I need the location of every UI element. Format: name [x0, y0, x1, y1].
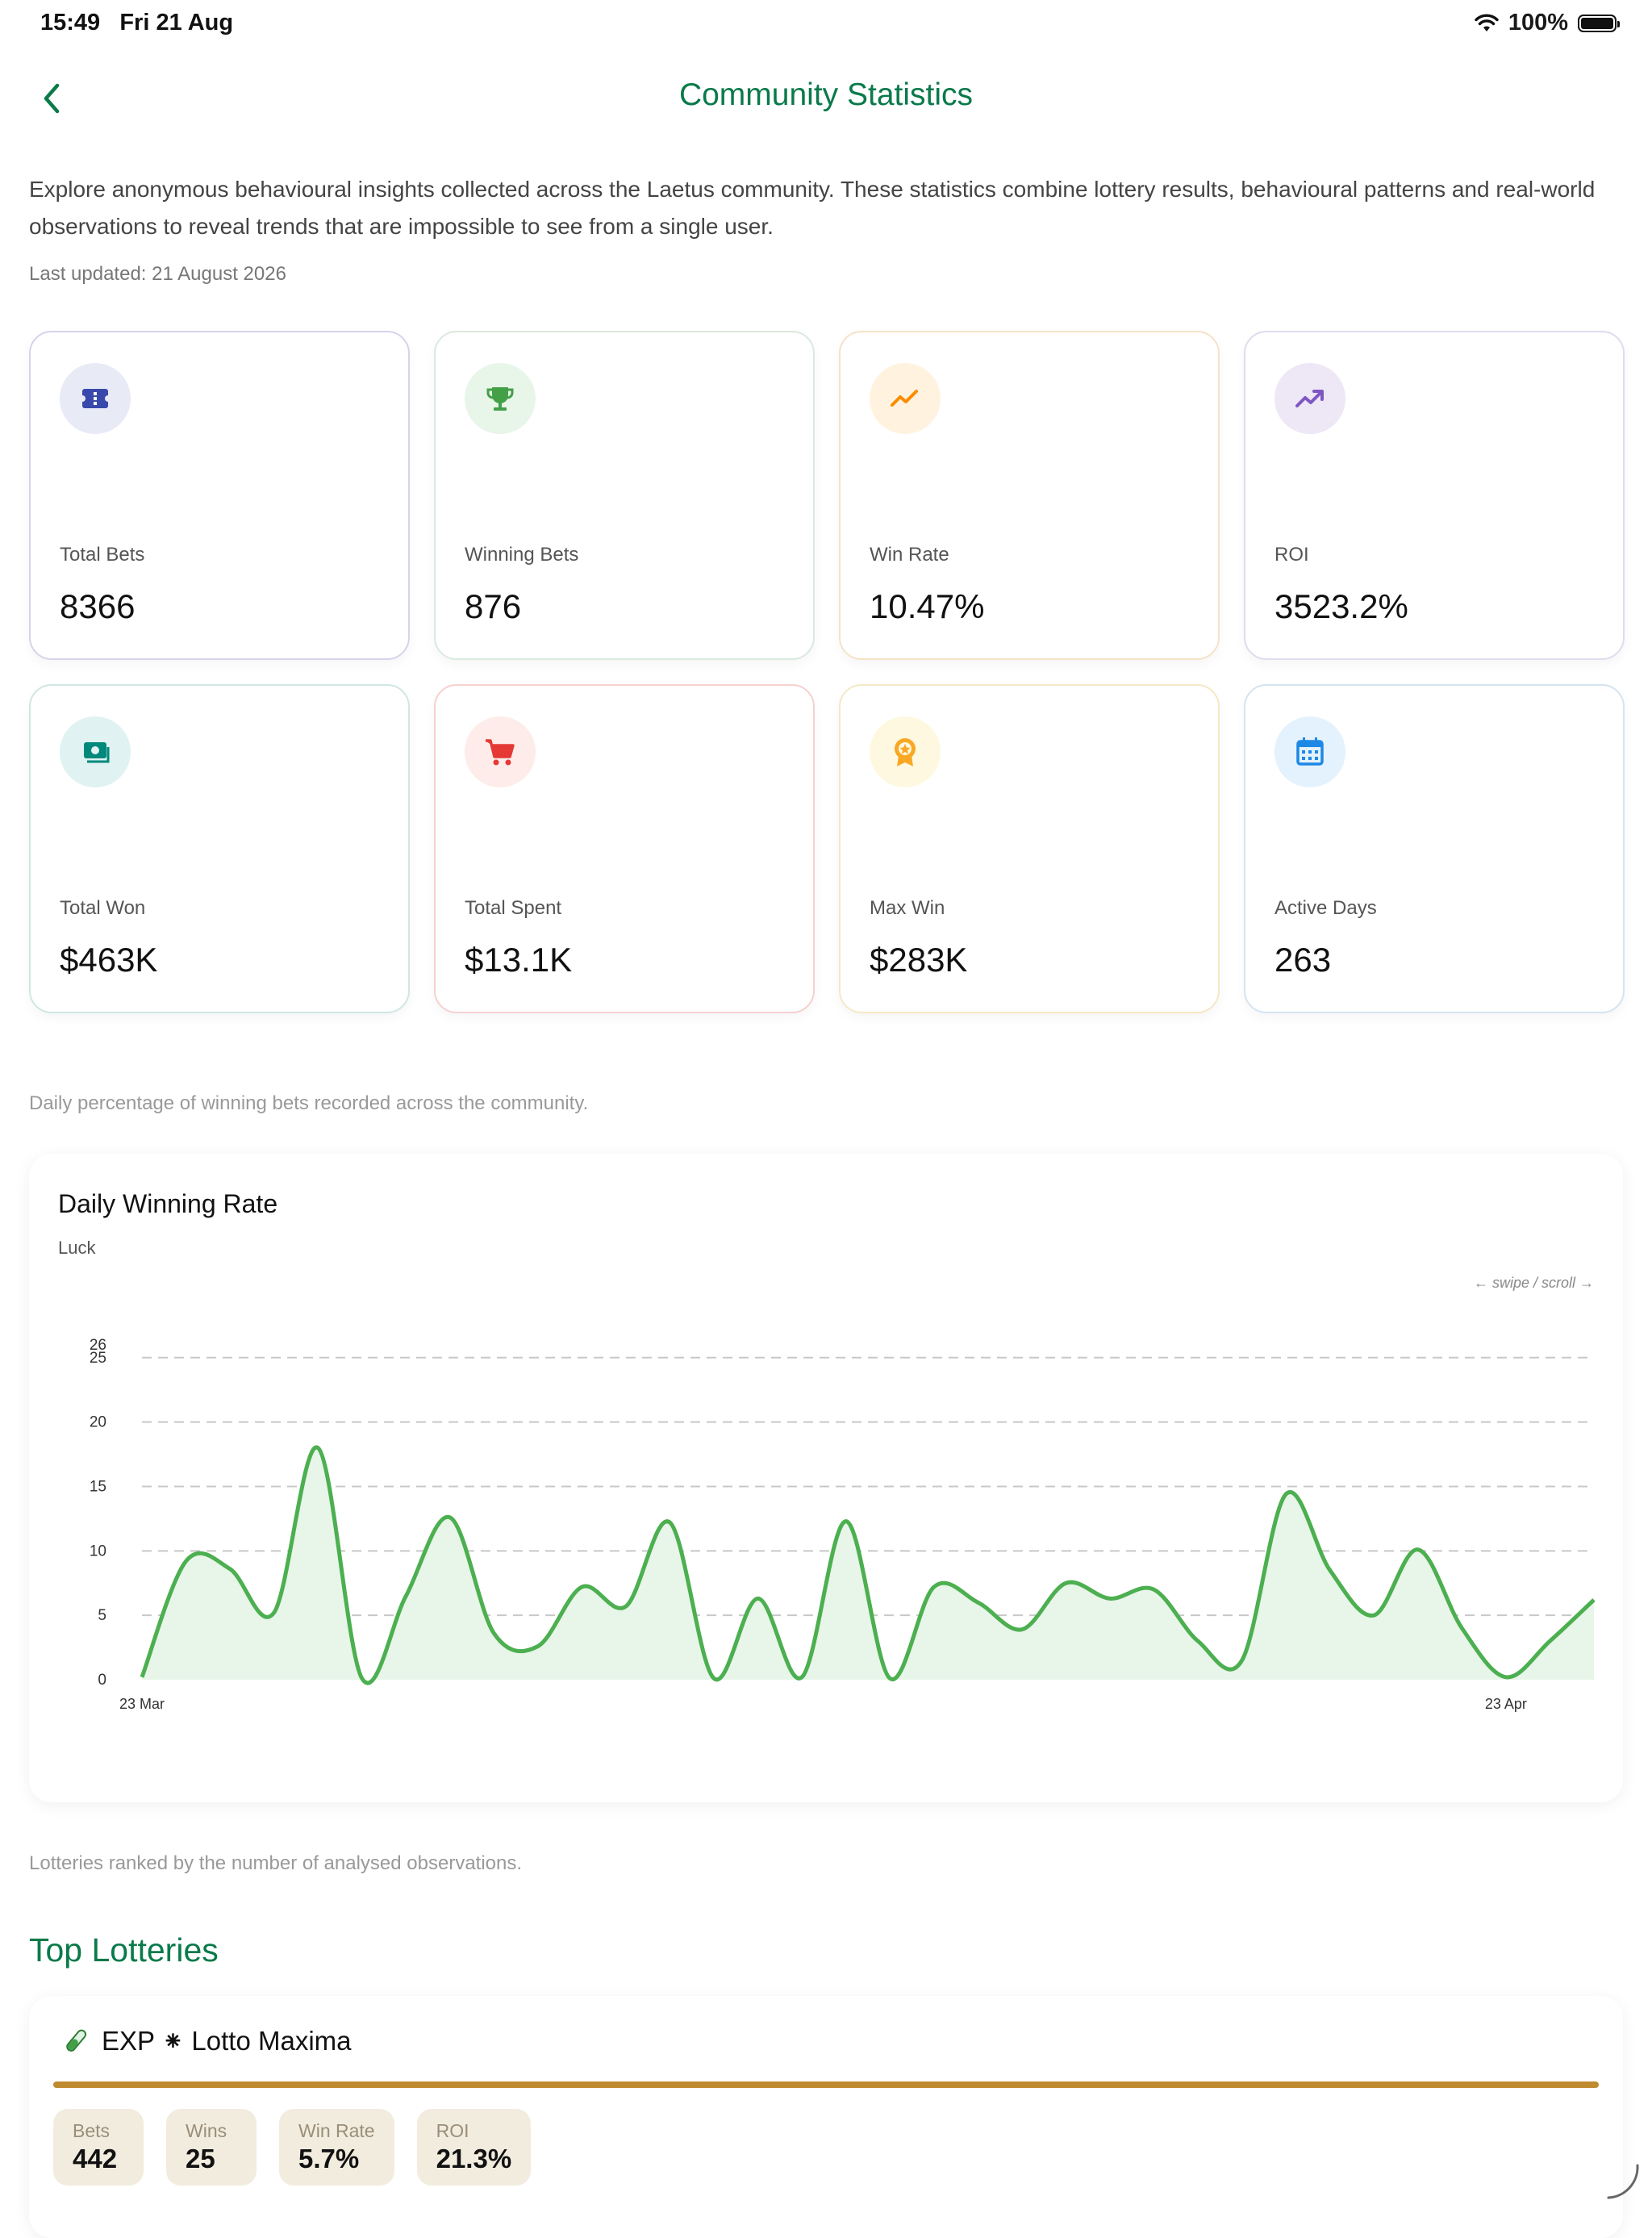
icon-badge — [870, 363, 941, 434]
stat-label: Winning Bets — [465, 544, 578, 566]
status-indicators: 100% — [1475, 10, 1617, 36]
icon-badge — [60, 716, 131, 787]
lotteries-caption: Lotteries ranked by the number of analys… — [29, 1852, 522, 1875]
stat-label: Total Spent — [465, 897, 561, 920]
trend-arrow-icon — [1291, 379, 1329, 418]
wifi-icon — [1475, 14, 1499, 33]
stat-label: Total Won — [60, 897, 145, 920]
status-date: Fri 21 Aug — [119, 10, 233, 35]
chart-caption: Daily percentage of winning bets recorde… — [29, 1092, 588, 1115]
stat-value: 263 — [1274, 941, 1331, 979]
icon-badge — [465, 363, 536, 434]
lottery-accent-bar — [53, 2081, 1599, 2088]
money-icon — [76, 733, 115, 771]
y-tick-label: 20 — [90, 1414, 106, 1431]
calendar-icon — [1291, 733, 1329, 771]
cart-icon — [481, 733, 519, 771]
stat-card-total-won: Total Won $463K — [29, 684, 410, 1013]
status-time: 15:49 Fri 21 Aug — [40, 10, 233, 36]
daily-winning-rate-chart[interactable]: Daily Winning Rate Luck ← swipe / scroll… — [29, 1154, 1623, 1802]
icon-badge — [870, 716, 941, 787]
lottery-name: EXP ⁕ Lotto Maxima — [102, 2025, 352, 2056]
battery-icon — [1578, 15, 1617, 32]
last-updated: Last updated: 21 August 2026 — [29, 263, 286, 286]
award-icon — [886, 733, 924, 771]
status-clock: 15:49 — [40, 10, 100, 35]
trend-up-icon — [886, 379, 924, 418]
icon-badge — [60, 363, 131, 434]
x-tick-label: 23 Apr — [1485, 1696, 1527, 1712]
test-tube-icon — [61, 2027, 90, 2056]
y-tick-label: 15 — [90, 1478, 106, 1495]
lottery-stat-value: 25 — [186, 2144, 237, 2174]
stat-label: Active Days — [1274, 897, 1377, 920]
lottery-stat-label: Wins — [186, 2120, 237, 2142]
stat-label: ROI — [1274, 544, 1309, 566]
stat-card-active-days: Active Days 263 — [1244, 684, 1625, 1013]
loading-spinner-icon — [1602, 2161, 1642, 2201]
stat-card-total-spent: Total Spent $13.1K — [434, 684, 815, 1013]
stat-value: $463K — [60, 941, 157, 979]
stat-value: 10.47% — [870, 587, 984, 626]
lottery-stat-roi: ROI 21.3% — [417, 2109, 532, 2186]
lottery-stat-wins: Wins 25 — [166, 2109, 257, 2186]
stat-card-roi: ROI 3523.2% — [1244, 331, 1625, 660]
lottery-card[interactable]: EXP ⁕ Lotto Maxima Bets 442 Wins 25 Win Ra… — [29, 1996, 1623, 2238]
y-tick-label: 26 — [90, 1337, 106, 1354]
icon-badge — [1274, 363, 1345, 434]
trophy-icon — [481, 379, 519, 418]
lottery-stat-label: ROI — [436, 2120, 512, 2142]
stat-card-max-win: Max Win $283K — [839, 684, 1220, 1013]
ticket-icon — [76, 379, 115, 418]
stat-value: $13.1K — [465, 941, 572, 979]
stat-value: $283K — [870, 941, 967, 979]
intro-text: Explore anonymous behavioural insights c… — [29, 171, 1610, 245]
lottery-stats: Bets 442 Wins 25 Win Rate 5.7% ROI 21.3% — [53, 2109, 531, 2186]
stat-label: Total Bets — [60, 544, 144, 566]
icon-badge — [465, 716, 536, 787]
y-tick-label: 10 — [90, 1543, 106, 1560]
stat-label: Max Win — [870, 897, 945, 920]
lottery-header: EXP ⁕ Lotto Maxima — [61, 2025, 352, 2056]
y-tick-label: 5 — [98, 1607, 106, 1624]
lottery-stat-label: Win Rate — [298, 2120, 375, 2142]
page-title: Community Statistics — [0, 77, 1652, 113]
lottery-stat-bets: Bets 442 — [53, 2109, 144, 2186]
section-title-top-lotteries: Top Lotteries — [29, 1931, 219, 1969]
icon-badge — [1274, 716, 1345, 787]
stat-card-total-bets: Total Bets 8366 — [29, 331, 410, 660]
status-bar: 15:49 Fri 21 Aug 100% — [0, 0, 1652, 50]
navigation-bar: Community Statistics — [0, 65, 1652, 129]
stats-grid: Total Bets 8366 Winning Bets 876 Win Rat… — [29, 331, 1623, 1013]
stat-card-winning-bets: Winning Bets 876 — [434, 331, 815, 660]
x-tick-label: 23 Mar — [119, 1696, 165, 1712]
stat-label: Win Rate — [870, 544, 949, 566]
lottery-stat-value: 5.7% — [298, 2144, 375, 2174]
battery-percent: 100% — [1508, 10, 1568, 36]
stat-value: 8366 — [60, 587, 135, 626]
series-area — [142, 1447, 1594, 1683]
lottery-stat-label: Bets — [73, 2120, 124, 2142]
lottery-stat-value: 442 — [73, 2144, 124, 2174]
stat-value: 876 — [465, 587, 521, 626]
stat-value: 3523.2% — [1274, 587, 1408, 626]
y-tick-label: 0 — [98, 1672, 106, 1689]
lottery-stat-win-rate: Win Rate 5.7% — [279, 2109, 394, 2186]
stat-card-win-rate: Win Rate 10.47% — [839, 331, 1220, 660]
lottery-stat-value: 21.3% — [436, 2144, 512, 2174]
